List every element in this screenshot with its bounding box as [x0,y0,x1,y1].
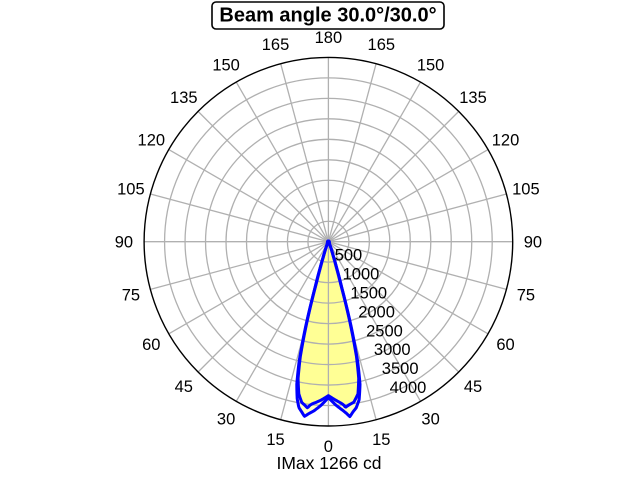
svg-text:4000: 4000 [390,379,427,397]
svg-text:75: 75 [517,287,535,305]
svg-text:105: 105 [512,181,540,199]
svg-text:105: 105 [117,181,145,199]
svg-text:150: 150 [417,57,445,75]
svg-text:60: 60 [496,336,514,354]
svg-text:Beam angle 30.0°/30.0°: Beam angle 30.0°/30.0° [219,5,436,27]
svg-text:3500: 3500 [382,360,419,378]
svg-text:2000: 2000 [358,303,395,321]
svg-text:180: 180 [315,29,343,47]
svg-text:165: 165 [368,36,396,54]
svg-text:500: 500 [335,247,363,265]
svg-text:75: 75 [122,287,140,305]
svg-text:90: 90 [524,234,542,252]
svg-text:2500: 2500 [366,322,403,340]
svg-text:150: 150 [212,57,240,75]
svg-text:15: 15 [372,431,390,449]
svg-text:3000: 3000 [374,341,411,359]
svg-text:1500: 1500 [350,285,387,303]
svg-text:0: 0 [324,438,333,456]
svg-text:135: 135 [170,89,198,107]
svg-text:1000: 1000 [343,266,380,284]
svg-text:IMax 1266 cd: IMax 1266 cd [276,453,381,473]
svg-text:30: 30 [217,411,235,429]
svg-text:90: 90 [115,234,133,252]
svg-text:60: 60 [142,336,160,354]
svg-text:135: 135 [459,89,487,107]
svg-text:30: 30 [421,411,439,429]
svg-text:45: 45 [464,378,482,396]
svg-text:45: 45 [175,378,193,396]
svg-text:15: 15 [266,431,284,449]
svg-text:120: 120 [492,131,520,149]
svg-text:165: 165 [262,36,290,54]
svg-text:120: 120 [138,131,166,149]
